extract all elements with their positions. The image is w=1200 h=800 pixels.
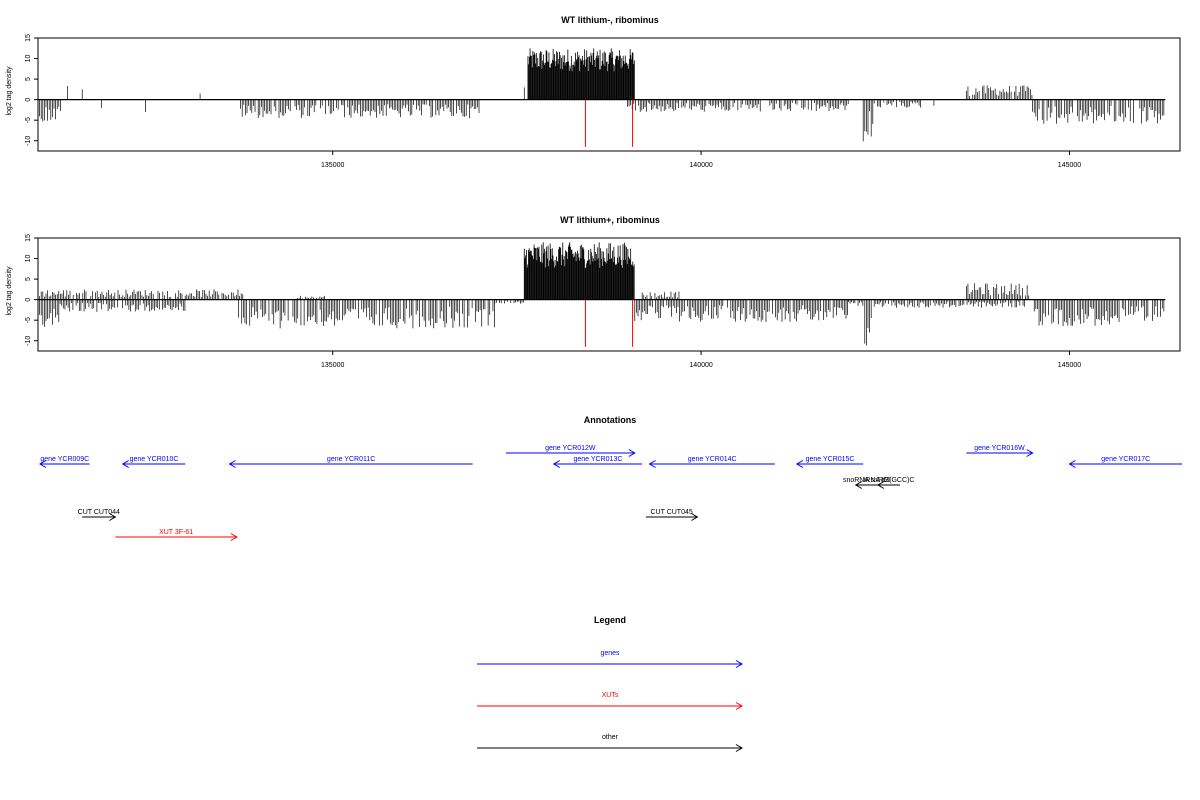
y-tick-label: 0	[25, 98, 32, 102]
legend-entries: genes XUTs other	[477, 650, 743, 752]
y-axis: -10 -5 0 5 10 15	[25, 34, 39, 146]
feature-arrow: gene YCR015C	[795, 456, 864, 468]
marker-lines	[584, 99, 634, 147]
y-axis-label: log2 tag density	[6, 266, 13, 316]
feature-label: gene YCR012W	[545, 445, 596, 452]
track-title: WT lithium+, ribominus	[560, 215, 660, 225]
y-tick-label: 5	[25, 277, 32, 281]
x-tick-label: 140000	[689, 162, 712, 169]
y-axis: -10 -5 0 5 10 15	[25, 234, 39, 346]
feature-arrow: CUT CUT045	[645, 509, 699, 521]
y-tick-label: 10	[25, 255, 32, 263]
y-tick-label: 15	[25, 34, 32, 42]
y-tick-label: -5	[25, 317, 32, 323]
feature-label: snoRNA snR65	[843, 477, 891, 484]
feature-arrow: gene YCR014C	[648, 456, 775, 468]
legend-entry: genes	[477, 650, 743, 668]
feature-arrow: gene YCR017C	[1068, 456, 1182, 468]
coverage-track-lithium-minus: WT lithium-, ribominus log2 tag density …	[6, 15, 1181, 169]
x-axis: 135000 140000 145000	[321, 351, 1081, 369]
feature-label: gene YCR010C	[130, 456, 179, 463]
feature-list: gene YCR009C gene YCR010C gene YCR011C gene…	[39, 445, 1182, 541]
x-tick-label: 140000	[689, 362, 712, 369]
y-axis-label: log2 tag density	[6, 66, 13, 116]
x-axis: 135000 140000 145000	[321, 151, 1081, 169]
feature-label: gene YCR011C	[327, 456, 375, 463]
annotations-panel: Annotations gene YCR009C gene YCR010C gene…	[39, 415, 1182, 541]
feature-arrow: gene YCR013C	[552, 456, 643, 468]
legend-label: other	[602, 734, 619, 741]
feature-arrow: gene YCR010C	[121, 456, 186, 468]
coverage-bars	[39, 48, 1165, 142]
feature-arrow: gene YCR016W	[966, 445, 1034, 457]
y-tick-label: -10	[25, 136, 32, 146]
feature-label: gene YCR017C	[1101, 456, 1150, 463]
legend-entry: XUTs	[477, 692, 743, 710]
feature-label: gene YCR014C	[688, 456, 737, 463]
annotations-title: Annotations	[584, 415, 637, 425]
feature-arrow: CUT CUT044	[78, 509, 120, 521]
y-tick-label: -10	[25, 336, 32, 346]
feature-arrow: gene YCR012W	[505, 445, 636, 457]
x-tick-label: 145000	[1058, 162, 1081, 169]
x-tick-label: 135000	[321, 162, 344, 169]
feature-label: CUT CUT044	[78, 509, 120, 516]
feature-label: gene YCR013C	[573, 456, 622, 463]
legend-entry: other	[477, 734, 743, 752]
feature-label: gene YCR015C	[806, 456, 855, 463]
feature-arrow: snoRNA snR65	[843, 477, 891, 489]
legend-panel: Legend genes XUTs other	[477, 615, 743, 752]
coverage-bars	[37, 242, 1165, 346]
legend-label: genes	[600, 650, 620, 657]
y-tick-label: 15	[25, 234, 32, 242]
y-tick-label: 10	[25, 55, 32, 63]
feature-arrow: gene YCR011C	[228, 456, 473, 468]
legend-label: XUTs	[602, 692, 619, 699]
feature-label: tRNA tG(GCC)C	[863, 477, 914, 484]
y-tick-label: 5	[25, 77, 32, 81]
y-tick-label: -5	[25, 117, 32, 123]
track-title: WT lithium-, ribominus	[561, 15, 659, 25]
y-tick-label: 0	[25, 298, 32, 302]
marker-lines	[584, 299, 634, 347]
feature-label: gene YCR016W	[974, 445, 1025, 452]
x-tick-label: 145000	[1058, 362, 1081, 369]
feature-label: gene YCR009C	[40, 456, 89, 463]
feature-label: XUT 3F-61	[159, 529, 193, 536]
x-tick-label: 135000	[321, 362, 344, 369]
feature-label: CUT CUT045	[650, 509, 692, 516]
feature-arrow: XUT 3F-61	[115, 529, 238, 541]
feature-arrow: gene YCR009C	[39, 456, 90, 468]
coverage-track-lithium-plus: WT lithium+, ribominus log2 tag density …	[6, 215, 1181, 369]
legend-title: Legend	[594, 615, 626, 625]
